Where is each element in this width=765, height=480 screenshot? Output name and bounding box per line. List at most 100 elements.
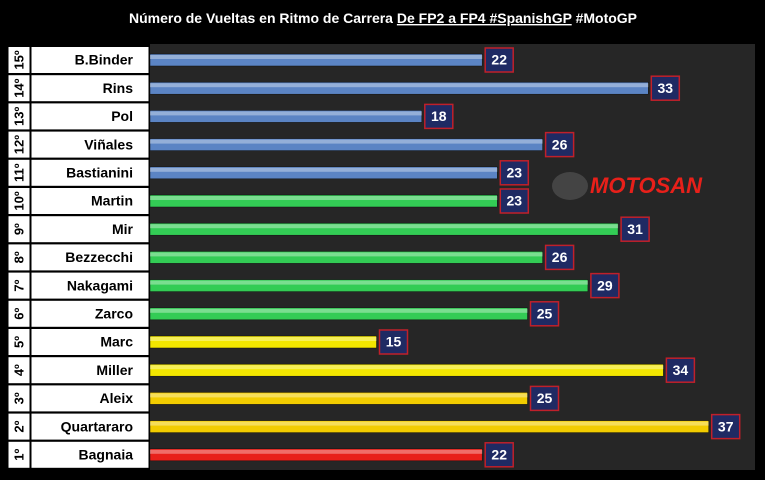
category-label: Miller	[96, 362, 133, 378]
value-label: 33	[658, 80, 674, 96]
value-label-box	[529, 301, 560, 327]
logo: MOTOSAN	[552, 172, 703, 200]
rank-cell	[7, 412, 31, 441]
bar	[149, 448, 483, 462]
value-label: 31	[627, 221, 643, 237]
value-label-box	[665, 357, 696, 383]
category-label: Marc	[100, 334, 133, 350]
category-label: Viñales	[84, 136, 133, 152]
value-label-box	[499, 188, 530, 214]
category-label: Aleix	[100, 390, 134, 406]
name-cell	[30, 299, 150, 328]
rank-cell	[7, 384, 31, 413]
title-main: Número de Vueltas en Ritmo de Carrera	[129, 10, 393, 26]
bar-shine	[150, 449, 483, 454]
value-label-box	[424, 103, 454, 130]
name-cell	[30, 412, 150, 441]
bar-shine	[150, 196, 498, 200]
logo-text: MOTOSAN	[590, 173, 703, 198]
bar	[149, 81, 649, 95]
value-label-box	[710, 413, 741, 440]
value-label: 23	[507, 165, 523, 181]
value-label-box	[499, 160, 530, 186]
bar-shine	[150, 167, 498, 172]
title-underlined: De FP2 a FP4 #SpanishGP	[397, 10, 572, 26]
rank-cell	[7, 215, 31, 244]
rank-label: 4º	[11, 364, 26, 376]
name-cell	[30, 243, 150, 272]
bar-shine	[150, 308, 528, 313]
category-label: Zarco	[95, 306, 133, 322]
name-cell	[30, 130, 150, 159]
bar-shine	[150, 252, 543, 257]
bar	[149, 166, 498, 180]
name-cell	[30, 187, 150, 215]
bar-shine	[150, 111, 422, 116]
name-cell	[30, 356, 150, 385]
bar	[149, 110, 423, 123]
category-label: Mir	[112, 221, 134, 237]
rank-label: 14º	[11, 78, 26, 97]
value-label: 26	[552, 249, 568, 265]
bar-shine	[150, 224, 619, 229]
rank-cell	[7, 299, 31, 328]
rank-label: 6º	[11, 308, 26, 320]
rank-cell	[7, 356, 31, 385]
name-cell	[30, 215, 150, 244]
rank-cell	[7, 46, 31, 74]
rank-label: 9º	[11, 223, 26, 235]
bar-shine	[150, 393, 528, 398]
rank-label: 2º	[11, 420, 26, 432]
value-label-box	[620, 216, 650, 242]
category-label: Martin	[91, 193, 133, 209]
bar	[149, 392, 528, 405]
category-label: Pol	[111, 108, 133, 124]
category-label: Quartararo	[61, 418, 133, 434]
value-label-box	[544, 131, 575, 158]
rank-cell	[7, 440, 31, 469]
bar-shine	[150, 55, 483, 59]
bar	[149, 222, 619, 236]
name-cell	[30, 74, 150, 103]
value-label: 22	[491, 52, 507, 68]
logo-icon	[552, 172, 588, 200]
rank-cell	[7, 102, 31, 131]
value-label: 25	[537, 306, 553, 322]
bar	[149, 251, 543, 264]
bar	[149, 420, 709, 433]
value-label-box	[484, 442, 514, 468]
rank-label: 10º	[11, 191, 26, 210]
value-label: 29	[597, 277, 613, 293]
rank-label: 13º	[11, 107, 26, 126]
rank-label: 7º	[11, 279, 26, 291]
rank-cell	[7, 328, 31, 356]
bar-shine	[150, 421, 709, 426]
name-cell	[30, 271, 150, 300]
rank-label: 12º	[11, 135, 26, 154]
value-label-box	[484, 47, 514, 73]
bar	[149, 307, 528, 321]
bar-shine	[150, 139, 543, 144]
rank-label: 5º	[11, 336, 26, 348]
value-label-box	[650, 75, 681, 101]
bar-shine	[150, 83, 649, 88]
value-label-box	[590, 272, 620, 299]
rank-label: 3º	[11, 392, 26, 404]
value-label: 23	[507, 193, 523, 209]
value-label: 25	[537, 390, 553, 406]
category-label: Bagnaia	[79, 447, 134, 463]
name-cell	[30, 102, 150, 131]
value-label-box	[378, 329, 409, 355]
category-label: Rins	[103, 80, 134, 96]
name-cell	[30, 328, 150, 356]
bar	[149, 53, 483, 67]
bar	[149, 194, 498, 208]
bar	[149, 279, 589, 292]
name-cell	[30, 46, 150, 74]
value-label: 37	[718, 418, 734, 434]
name-cell	[30, 440, 150, 469]
rank-cell	[7, 243, 31, 272]
category-label: Bezzecchi	[65, 249, 133, 265]
bar	[149, 335, 377, 349]
